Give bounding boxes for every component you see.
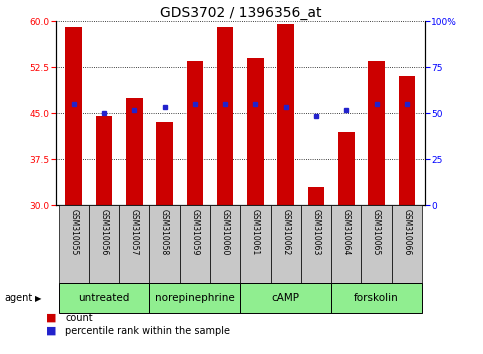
- Bar: [156, 122, 173, 205]
- Bar: [331, 283, 422, 313]
- Title: GDS3702 / 1396356_at: GDS3702 / 1396356_at: [159, 6, 321, 20]
- Bar: [210, 205, 241, 283]
- Text: GSM310063: GSM310063: [312, 209, 321, 256]
- Bar: [277, 24, 294, 205]
- Bar: [58, 283, 149, 313]
- Bar: [392, 205, 422, 283]
- Bar: [361, 205, 392, 283]
- Text: GSM310064: GSM310064: [342, 209, 351, 256]
- Text: GSM310055: GSM310055: [69, 209, 78, 256]
- Bar: [126, 98, 142, 205]
- Bar: [301, 205, 331, 283]
- Text: untreated: untreated: [78, 293, 130, 303]
- Bar: [149, 205, 180, 283]
- Text: GSM310062: GSM310062: [281, 209, 290, 256]
- Text: GSM310058: GSM310058: [160, 209, 169, 256]
- Bar: [338, 132, 355, 205]
- Bar: [58, 205, 89, 283]
- Text: GSM310057: GSM310057: [130, 209, 139, 256]
- Bar: [96, 116, 113, 205]
- Bar: [241, 283, 331, 313]
- Text: GSM310056: GSM310056: [99, 209, 109, 256]
- Bar: [217, 27, 233, 205]
- Text: GSM310061: GSM310061: [251, 209, 260, 256]
- Text: cAMP: cAMP: [272, 293, 300, 303]
- Text: GSM310059: GSM310059: [190, 209, 199, 256]
- Text: forskolin: forskolin: [354, 293, 399, 303]
- Text: ■: ■: [46, 313, 57, 322]
- Bar: [89, 205, 119, 283]
- Bar: [241, 205, 270, 283]
- Bar: [186, 61, 203, 205]
- Text: agent: agent: [5, 293, 33, 303]
- Text: percentile rank within the sample: percentile rank within the sample: [65, 326, 230, 336]
- Text: GSM310066: GSM310066: [402, 209, 412, 256]
- Bar: [149, 283, 241, 313]
- Text: ▶: ▶: [35, 294, 42, 303]
- Bar: [398, 76, 415, 205]
- Bar: [331, 205, 361, 283]
- Bar: [119, 205, 149, 283]
- Bar: [308, 187, 325, 205]
- Text: ■: ■: [46, 326, 57, 336]
- Bar: [65, 27, 82, 205]
- Text: count: count: [65, 313, 93, 322]
- Bar: [180, 205, 210, 283]
- Text: GSM310065: GSM310065: [372, 209, 381, 256]
- Text: norepinephrine: norepinephrine: [155, 293, 235, 303]
- Text: GSM310060: GSM310060: [221, 209, 229, 256]
- Bar: [270, 205, 301, 283]
- Bar: [247, 58, 264, 205]
- Bar: [368, 61, 385, 205]
